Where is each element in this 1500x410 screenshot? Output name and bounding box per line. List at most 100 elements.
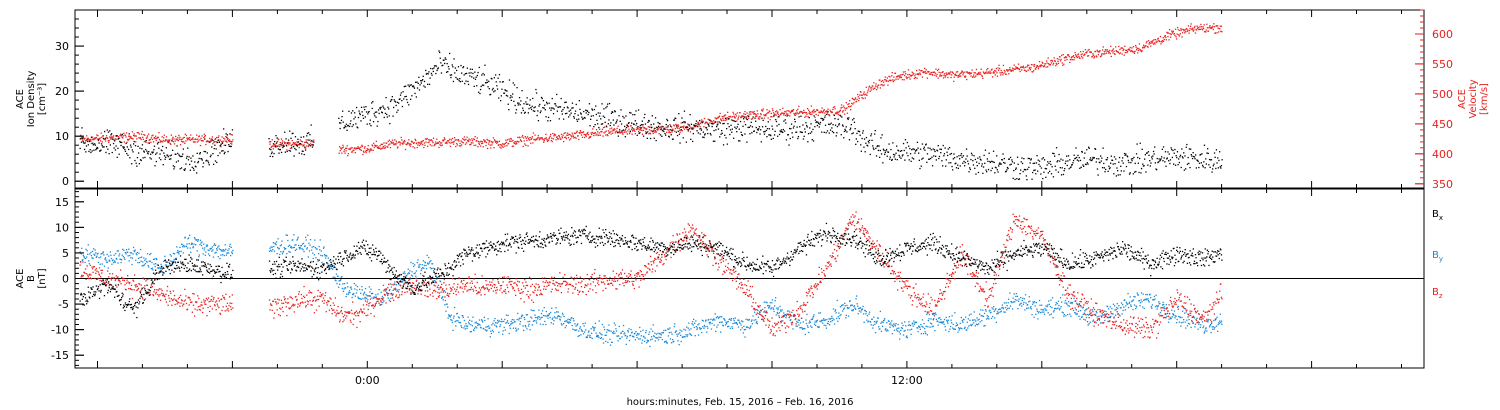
by-series-point [538, 309, 540, 311]
density-series-point [274, 145, 276, 147]
density-series-point [863, 138, 866, 140]
density-series-point [566, 106, 569, 108]
density-series-point [127, 154, 129, 156]
density-series-point [404, 96, 406, 98]
density-series-point [82, 141, 84, 143]
velocity-series-point [476, 137, 478, 139]
velocity-series-point [532, 132, 535, 134]
velocity-series-point [775, 111, 777, 113]
by-series-point [560, 323, 563, 325]
density-series-point [208, 164, 210, 166]
velocity-series-point [956, 74, 958, 77]
by-series-point [171, 264, 174, 266]
velocity-series-point [359, 148, 361, 151]
velocity-series-point [147, 142, 149, 144]
velocity-series-point [197, 140, 199, 142]
velocity-series-point [963, 71, 965, 73]
by-series-point [484, 329, 486, 331]
velocity-series-point [654, 131, 656, 133]
velocity-series-point [132, 134, 135, 137]
by-series-point [136, 251, 138, 254]
density-series-point [626, 124, 628, 126]
density-series-point [190, 160, 193, 162]
density-series-point [1006, 169, 1008, 171]
density-series-point [180, 167, 183, 169]
velocity-series-point [701, 119, 703, 121]
density-series-point [1220, 167, 1222, 169]
density-series-point [680, 129, 682, 131]
velocity-series-point [739, 112, 741, 114]
by-series-point [355, 292, 358, 294]
velocity-series-point [487, 139, 489, 141]
density-series-point [620, 109, 622, 111]
velocity-series-point [379, 147, 381, 149]
axis-title-line: Ion Density [26, 71, 37, 128]
velocity-series-point [442, 139, 444, 141]
density-series-point [1103, 162, 1105, 165]
velocity-series-point [1144, 46, 1146, 48]
velocity-series-point [736, 112, 738, 114]
density-series-point [636, 122, 638, 125]
by-series-point [593, 328, 595, 330]
density-series-point [643, 117, 645, 119]
by-series-point [478, 319, 481, 321]
density-series-point [309, 134, 311, 136]
velocity-series-point [632, 129, 634, 131]
density-series-point [709, 132, 711, 135]
density-series-point [1110, 162, 1112, 164]
density-series-point [889, 158, 891, 160]
density-series-point [340, 122, 342, 124]
velocity-series-point [367, 149, 369, 151]
velocity-series-point [279, 146, 281, 148]
density-series-point [853, 117, 855, 120]
density-series-point [194, 161, 196, 163]
density-series-point [354, 116, 356, 118]
by-series-point [686, 335, 688, 337]
velocity-series-point [196, 141, 198, 143]
velocity-series-point [1028, 67, 1030, 69]
density-series-point [1034, 169, 1036, 171]
by-series-point [444, 299, 447, 302]
velocity-series-point [557, 138, 559, 140]
density-series-point [525, 103, 528, 105]
velocity-series-point [935, 75, 938, 77]
velocity-series-point [759, 113, 762, 115]
velocity-series-point [924, 67, 926, 69]
velocity-series-point [718, 116, 720, 118]
velocity-series-point [342, 144, 344, 146]
velocity-series-point [1097, 54, 1099, 56]
density-series-point [182, 153, 184, 155]
density-series [79, 50, 1223, 181]
by-series-point [565, 325, 567, 327]
by-series-point [294, 249, 297, 251]
by-series-point [568, 321, 570, 323]
by-series-point [382, 301, 384, 304]
velocity-series-point [123, 132, 125, 134]
density-series-point [226, 134, 229, 136]
density-series-point [103, 146, 105, 148]
by-series-point [442, 299, 444, 301]
velocity-series-point [551, 140, 553, 143]
density-series-point [423, 85, 425, 87]
velocity-series-point [516, 143, 518, 145]
velocity-series-point [151, 135, 153, 137]
by-series-point [384, 290, 387, 292]
by-series-point [708, 321, 710, 324]
by-series-point [572, 328, 574, 330]
velocity-series-point [553, 133, 556, 135]
density-series-point [615, 121, 618, 123]
velocity-series-point [457, 139, 460, 141]
velocity-series-point [298, 143, 300, 146]
density-series-point [470, 72, 472, 74]
velocity-series-point [91, 138, 93, 140]
by-series-point [574, 329, 577, 331]
density-series-point [523, 112, 526, 114]
density-series-point [627, 125, 629, 127]
density-series-point [1151, 156, 1153, 158]
density-series-point [1089, 159, 1091, 161]
velocity-series-point [368, 148, 370, 150]
by-series-point [402, 272, 404, 274]
velocity-series-point [488, 141, 490, 143]
velocity-series-point [938, 71, 940, 73]
velocity-series-point [1033, 70, 1035, 72]
